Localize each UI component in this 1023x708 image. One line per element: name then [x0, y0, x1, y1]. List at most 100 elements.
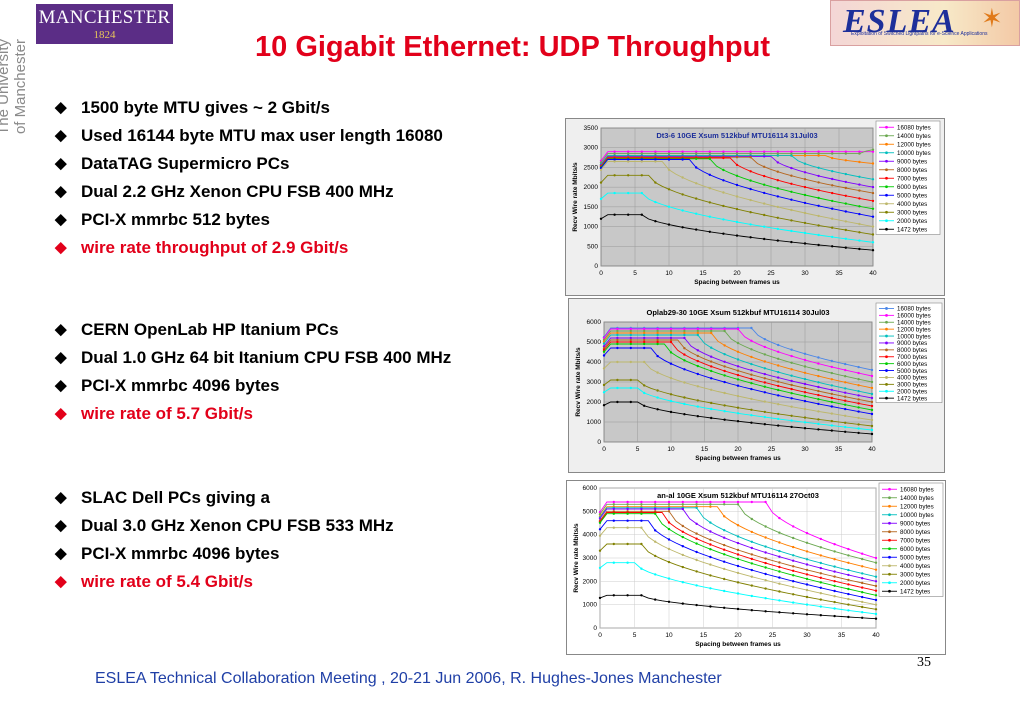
- data-point: [602, 391, 606, 394]
- data-point: [709, 605, 712, 608]
- data-point: [735, 220, 739, 224]
- data-point: [819, 581, 822, 584]
- legend-marker: [885, 320, 888, 324]
- data-point: [708, 157, 711, 160]
- data-point: [874, 608, 878, 611]
- data-point: [735, 156, 739, 159]
- data-point: [696, 331, 699, 335]
- data-point: [844, 430, 847, 433]
- data-point: [695, 152, 698, 155]
- data-point: [736, 373, 740, 377]
- data-point: [616, 333, 619, 337]
- data-point: [654, 512, 657, 515]
- data-point: [599, 181, 603, 184]
- data-point: [803, 358, 807, 362]
- data-point: [681, 602, 684, 605]
- data-point: [669, 338, 673, 342]
- data-point: [844, 150, 847, 153]
- university-line-2: of Manchester: [12, 39, 29, 135]
- data-point: [656, 333, 659, 337]
- data-point: [803, 201, 807, 205]
- series-4000-bytes: [598, 526, 878, 606]
- data-point: [640, 507, 643, 511]
- bullet-item: ◆ 1500 byte MTU gives ~ 2 Gbit/s: [55, 94, 443, 122]
- data-point: [870, 392, 874, 396]
- data-point: [695, 522, 698, 525]
- data-point: [667, 158, 671, 161]
- data-point: [696, 349, 699, 352]
- data-point: [778, 590, 781, 593]
- data-point: [776, 170, 779, 173]
- data-point: [830, 419, 833, 423]
- data-point: [776, 179, 779, 182]
- legend-marker: [885, 334, 888, 338]
- data-point: [654, 160, 657, 163]
- legend-marker: [888, 547, 891, 551]
- data-point: [817, 233, 820, 237]
- data-point: [847, 592, 850, 596]
- diamond-bullet-icon: ◆: [55, 405, 67, 422]
- data-point: [817, 428, 820, 431]
- data-point: [790, 419, 793, 422]
- data-point: [778, 531, 781, 534]
- legend-label: 16080 bytes: [897, 306, 931, 313]
- x-tick-label: 25: [769, 632, 777, 639]
- data-point: [790, 425, 793, 429]
- data-point: [831, 184, 834, 187]
- y-tick-label: 2000: [584, 184, 599, 191]
- data-point: [847, 603, 850, 606]
- data-point: [803, 171, 807, 174]
- data-point: [819, 554, 822, 557]
- bullet-item: ◆ Used 16144 byte MTU max user length 160…: [55, 122, 443, 150]
- data-point: [792, 525, 795, 528]
- data-point: [735, 234, 739, 237]
- legend-label: 16000 bytes: [897, 313, 931, 320]
- data-point: [598, 596, 602, 600]
- data-point: [763, 360, 766, 363]
- data-point: [681, 553, 684, 557]
- data-point: [750, 355, 753, 359]
- data-point: [833, 575, 836, 578]
- x-tick-label: 25: [767, 270, 775, 277]
- data-point: [803, 382, 807, 386]
- data-point: [627, 150, 630, 153]
- data-point: [681, 209, 684, 212]
- legend-marker: [885, 219, 888, 223]
- data-point: [870, 404, 874, 408]
- data-point: [750, 594, 753, 598]
- data-point: [764, 536, 767, 539]
- data-point: [857, 378, 860, 381]
- series-5000-bytes: [598, 519, 878, 602]
- data-point: [627, 160, 630, 163]
- legend-marker: [885, 210, 888, 214]
- data-point: [790, 414, 793, 417]
- data-point: [681, 158, 684, 161]
- data-point: [776, 195, 779, 198]
- x-tick-label: 5: [633, 632, 637, 639]
- data-point: [776, 154, 779, 157]
- data-point: [831, 150, 834, 153]
- data-point: [817, 174, 820, 178]
- data-point: [629, 342, 632, 346]
- legend-marker: [885, 227, 888, 231]
- data-point: [763, 338, 766, 341]
- series-3000-bytes: [598, 542, 878, 611]
- data-point: [790, 198, 793, 201]
- data-point: [613, 191, 616, 195]
- data-point: [778, 576, 781, 579]
- data-point: [870, 408, 874, 412]
- data-point: [683, 329, 686, 333]
- data-point: [819, 598, 822, 601]
- legend-label: 9000 bytes: [900, 520, 930, 527]
- data-point: [790, 182, 793, 185]
- data-point: [683, 381, 686, 384]
- data-point: [790, 368, 793, 371]
- data-point: [723, 418, 726, 421]
- legend-marker: [888, 513, 891, 517]
- data-point: [710, 416, 713, 420]
- y-tick-label: 1500: [584, 204, 599, 211]
- legend-marker: [885, 362, 888, 366]
- data-point: [817, 385, 820, 389]
- data-point: [830, 378, 833, 381]
- data-point: [710, 327, 713, 331]
